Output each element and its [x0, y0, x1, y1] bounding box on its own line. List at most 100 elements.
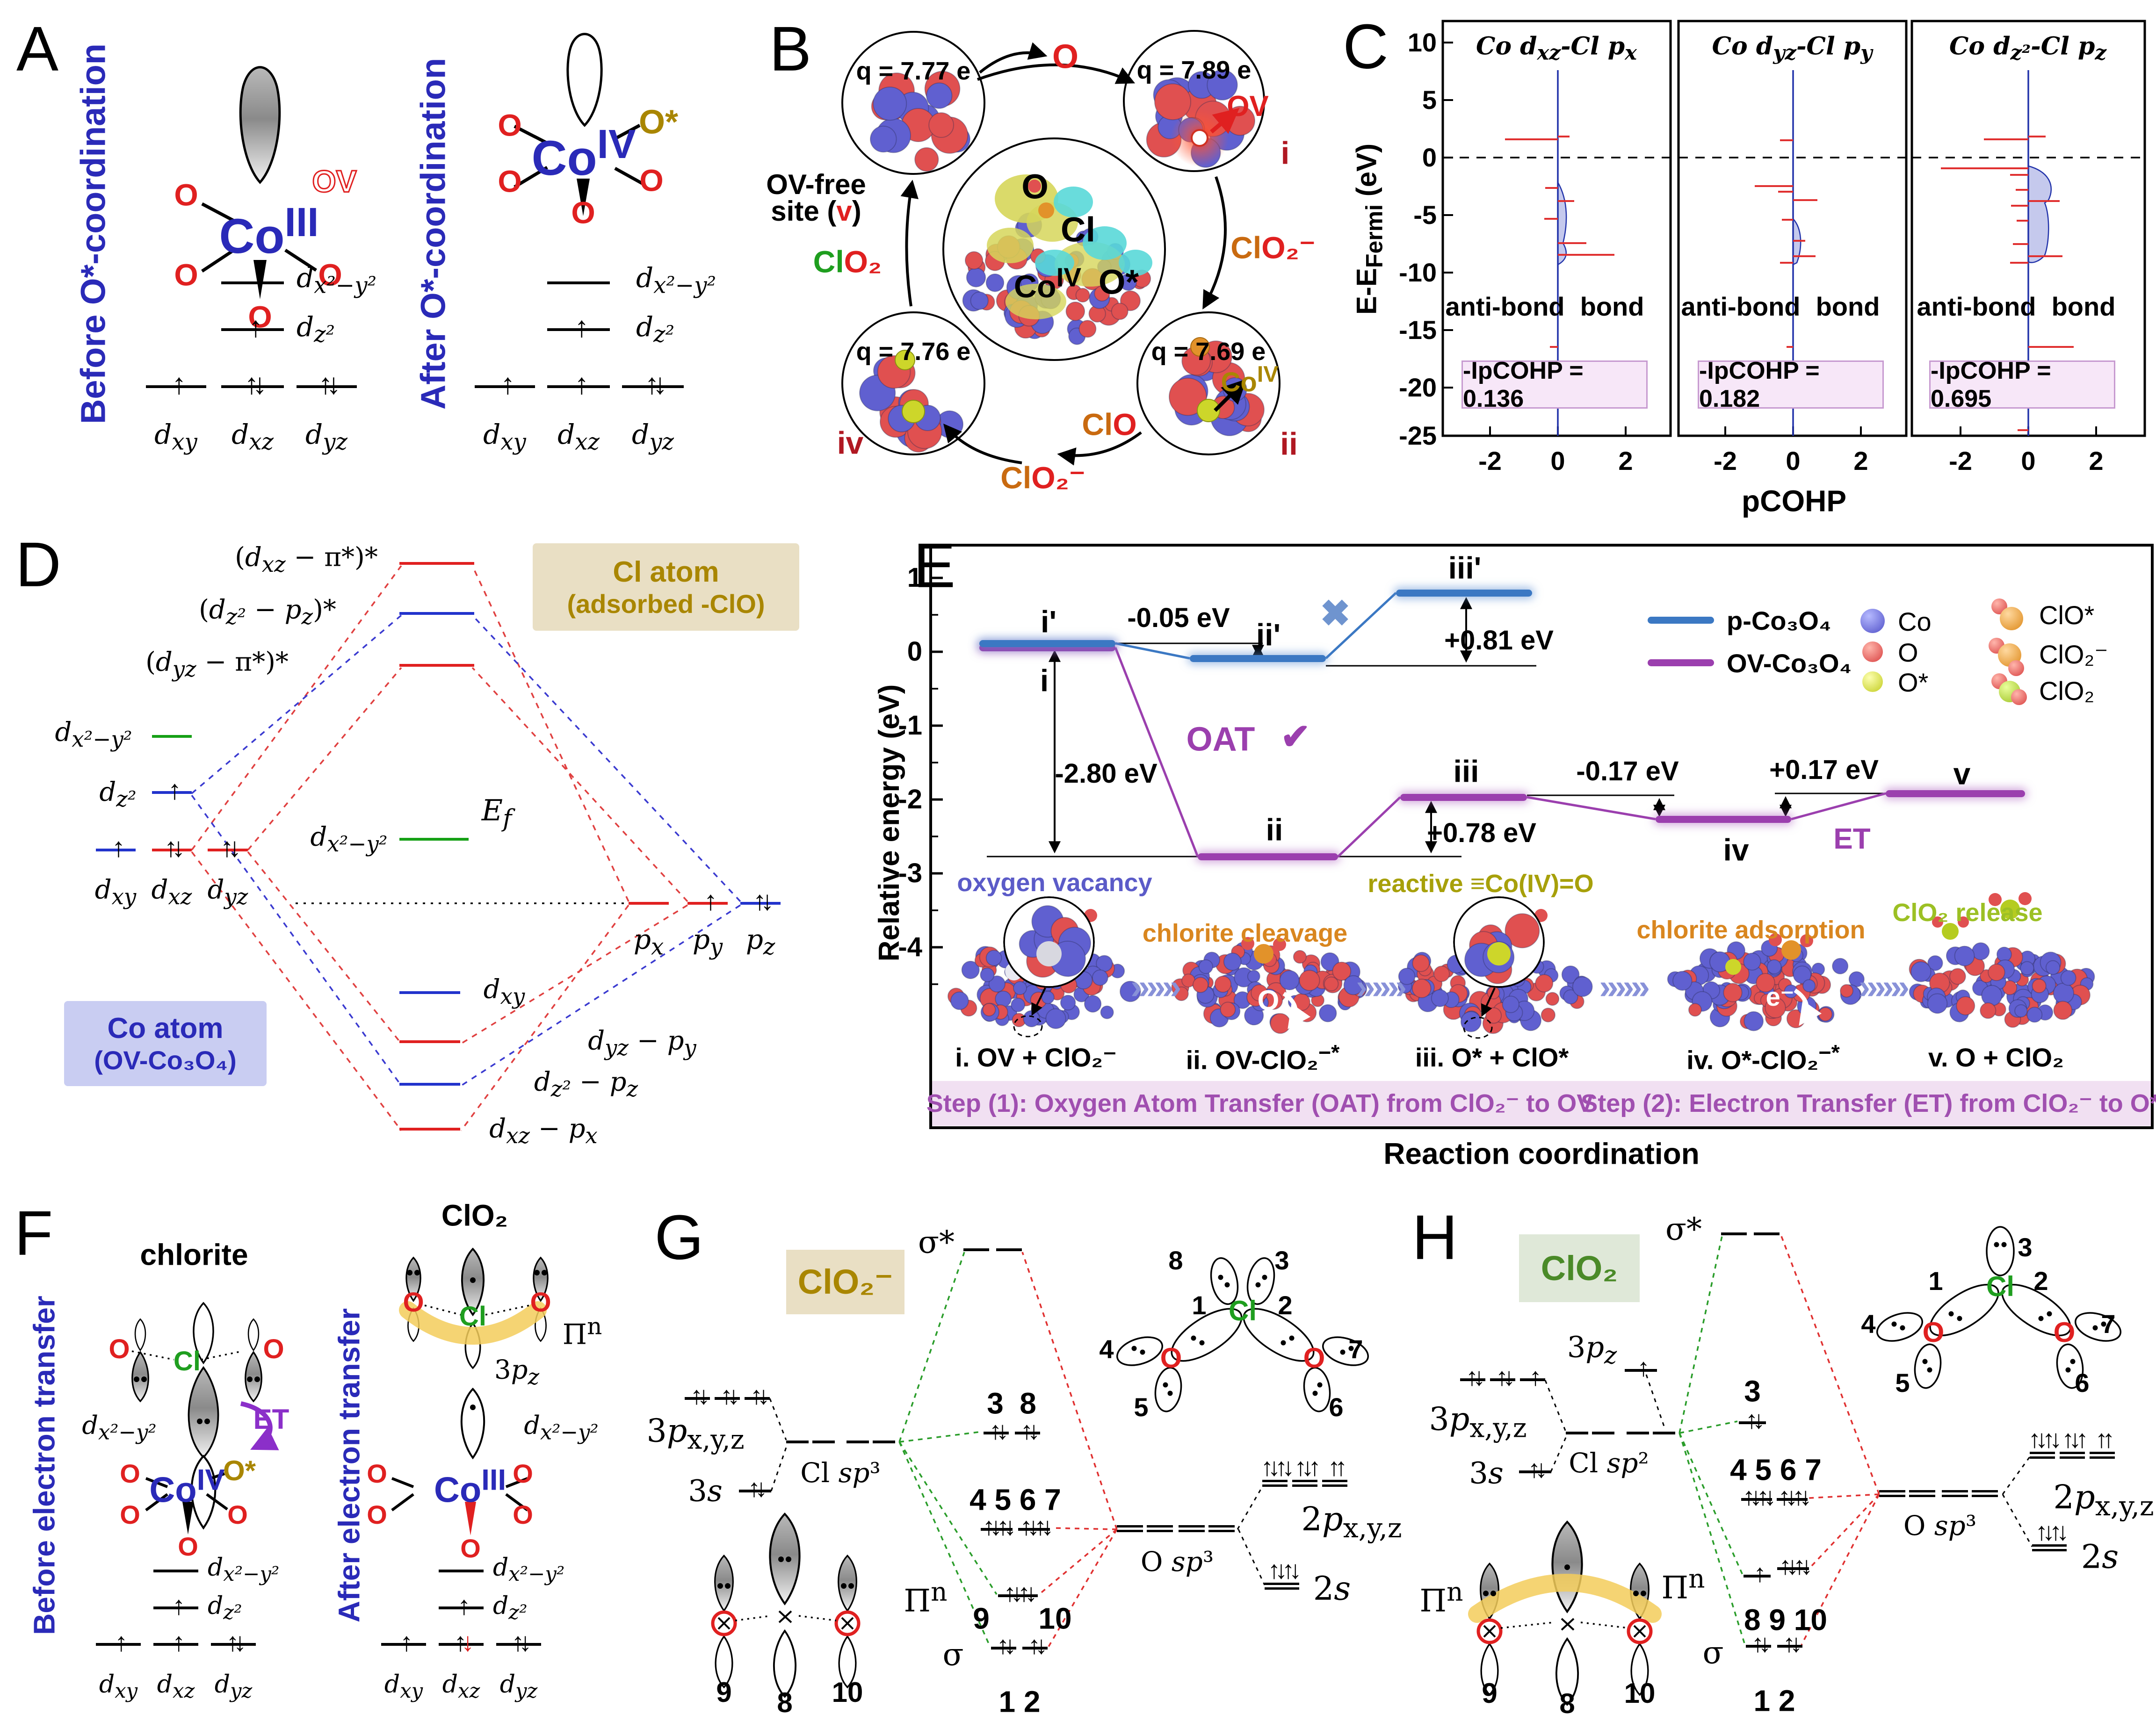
electrons: ↑↓: [750, 1382, 770, 1410]
level-8: [1744, 1575, 1771, 1578]
level-3p: [685, 1397, 710, 1400]
antibond-label: anti-bond: [1917, 291, 2036, 321]
lobe-num: 3: [2018, 1232, 2033, 1262]
state-ii: ii: [1280, 426, 1298, 462]
energy-e6: +0.17 eV: [1769, 754, 1879, 785]
legend-label-co: Co: [1898, 606, 1932, 636]
electrons: ↑: [167, 775, 181, 805]
oat-check: ✔: [1281, 717, 1310, 757]
level-label: dxy: [154, 418, 197, 455]
level-label: dyz − py: [588, 1025, 696, 1061]
electrons: ↑: [111, 832, 125, 863]
electrons: ↑↓↑↓: [1779, 1552, 1813, 1580]
legend-sphere-ostar: [1862, 671, 1883, 692]
clsp2-dash: [1592, 1432, 1614, 1434]
lobe-num: 6: [2075, 1368, 2090, 1398]
level-label: dxy: [99, 1670, 138, 1703]
electrons: ↑: [172, 1591, 185, 1620]
level-label: dz² − pz: [534, 1066, 638, 1102]
coiv-label: CoIV: [1221, 361, 1279, 398]
ov-free-line1: OV-free: [766, 168, 866, 200]
ann-chlorite-adsorption: chlorite adsorption: [1636, 915, 1866, 944]
level-3p: [1460, 1378, 1485, 1381]
panel-e-xlabel: Reaction coordination: [1383, 1137, 1700, 1171]
level-3: [1739, 1421, 1766, 1424]
num-8910: 8 9 10: [1744, 1603, 1827, 1637]
level-label: (dyz − π*)*: [145, 647, 289, 682]
lobe-num: 1: [1192, 1290, 1207, 1320]
sigma-star-label: σ*: [918, 1224, 955, 1261]
lobe-num: 9: [1482, 1677, 1498, 1709]
step2-text: Step (2): Electron Transfer (ET) from Cl…: [1581, 1089, 2156, 1117]
step-label-iv: iv. O*-ClO₂−*: [1686, 1040, 1840, 1075]
level-label: dxz: [442, 1670, 480, 1703]
panel-a-label: A: [16, 13, 59, 84]
ov-free-line2: site (v): [771, 195, 861, 227]
3s-label: 3s: [688, 1474, 723, 1509]
ytick: -4: [898, 931, 922, 962]
o-ligand: O: [571, 195, 595, 230]
electrons: ↑↓: [1465, 1363, 1485, 1391]
level-label: dyz: [632, 418, 674, 455]
clsp2-dash: [1653, 1432, 1675, 1434]
ipcohp-box: -IpCOHP = 0.136: [1461, 357, 1648, 412]
pin-label: Πn: [1661, 1563, 1705, 1606]
cl-atom-box-line1: Cl atom: [613, 555, 719, 588]
o-ligand: O: [460, 1533, 481, 1563]
ipcohp-value: -IpCOHP = 0.695: [1931, 357, 2051, 412]
white-e-label: e⁻: [1765, 981, 1794, 1011]
level-label: dxy: [94, 874, 137, 910]
level-3p: [1520, 1378, 1545, 1381]
lobe-num: 7: [1348, 1334, 1363, 1364]
legend-label-clostar: ClO*: [2039, 600, 2095, 630]
pin-label: Πn: [562, 1312, 602, 1351]
energy-bar-ii: [1198, 853, 1338, 860]
electrons: ↑↓↑↓: [2028, 1425, 2062, 1453]
ostar-label: O*: [638, 103, 679, 141]
level: [96, 849, 136, 851]
energy-e5: -0.17 eV: [1576, 756, 1679, 786]
ytick: -1: [898, 710, 922, 741]
lobe-num: 10: [1624, 1677, 1656, 1709]
ytick: -10: [1399, 257, 1437, 287]
step-label-i: i. OV + ClO₂⁻: [955, 1042, 1117, 1072]
ann-reactive: reactive ≡Co(IV)=O: [1367, 869, 1594, 898]
bond-label: bond: [2051, 291, 2116, 321]
level-3s: [1519, 1470, 1551, 1473]
o-ring-label: O: [263, 1333, 284, 1364]
energy-e2: +0.81 eV: [1444, 625, 1554, 656]
clo-label: ClO: [1082, 407, 1137, 442]
level: [629, 902, 669, 905]
level: [152, 849, 192, 851]
ytick: 0: [1422, 142, 1437, 172]
energy-e1: -0.05 eV: [1127, 602, 1230, 633]
level-label: dz²: [99, 777, 137, 812]
electrons: ↑: [172, 368, 186, 400]
fermi-label: Ef: [481, 793, 512, 833]
state-label-iiip: iii': [1448, 550, 1482, 585]
level-label: dz²: [493, 1592, 528, 1625]
electrons: ↑: [574, 368, 589, 400]
pin-label-bottom: Πn: [1419, 1577, 1463, 1619]
level-910: [1777, 1567, 1809, 1570]
level-label: dyz: [499, 1670, 538, 1703]
o-ring-label: O: [109, 1333, 130, 1364]
lobe-num: 8: [1168, 1245, 1183, 1275]
xtick: -2: [1478, 446, 1502, 475]
level-dxz: [547, 385, 610, 388]
chlorite-title: chlorite: [140, 1238, 248, 1272]
level: [439, 1643, 484, 1646]
dx2y2-label: dx²−y²: [524, 1410, 599, 1445]
xtick: 2: [1853, 446, 1868, 475]
white-o-label: O: [1257, 984, 1280, 1016]
o-ligand: O: [174, 177, 198, 212]
state-label-v: v: [1953, 756, 1971, 791]
osp3-dash: [1147, 1525, 1173, 1532]
level: [399, 1128, 460, 1131]
clo2m-label-bottom: ClO₂⁻: [1000, 460, 1085, 495]
lobe-num: 5: [1134, 1392, 1149, 1422]
o-ligand: O: [367, 1499, 387, 1529]
electrons: ↑↓: [720, 1382, 740, 1410]
electrons: ↑: [500, 368, 515, 400]
lobe-num: 1: [1928, 1266, 1943, 1296]
